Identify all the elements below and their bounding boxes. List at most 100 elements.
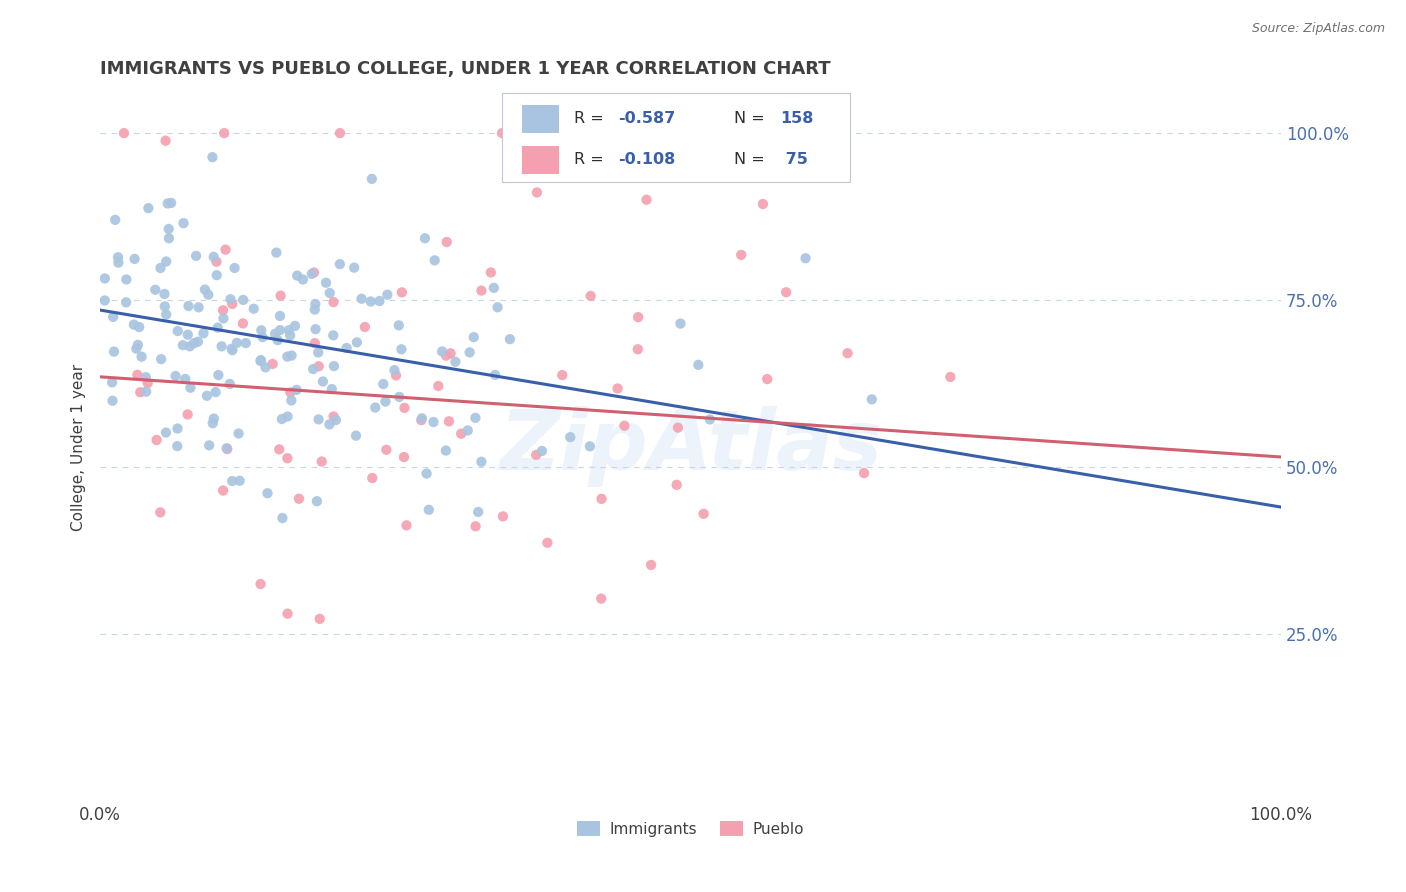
Point: [176, 408, 198, 422]
Point: [411, 413, 433, 427]
Point: [156, 196, 179, 211]
Point: [112, 126, 135, 140]
Point: [184, 249, 207, 263]
Point: [464, 410, 486, 425]
Point: [101, 310, 124, 324]
Point: [692, 507, 714, 521]
Point: [343, 260, 366, 275]
Point: [321, 382, 343, 396]
Text: ZipAtlas: ZipAtlas: [499, 407, 882, 487]
Point: [860, 392, 883, 407]
Point: [304, 336, 326, 351]
Point: [201, 416, 224, 430]
Point: [135, 384, 157, 399]
Point: [794, 251, 817, 265]
Point: [305, 494, 328, 508]
Point: [665, 478, 688, 492]
Point: [205, 268, 228, 282]
Point: [228, 426, 250, 441]
Text: 158: 158: [780, 112, 814, 127]
Point: [360, 294, 382, 309]
Point: [329, 257, 352, 271]
Point: [699, 412, 721, 426]
Point: [422, 415, 444, 429]
Point: [434, 443, 457, 458]
Point: [285, 268, 308, 283]
Point: [322, 295, 344, 310]
Point: [627, 343, 650, 357]
Text: N =: N =: [734, 153, 770, 167]
Point: [179, 381, 201, 395]
Point: [344, 428, 367, 442]
Point: [193, 326, 215, 341]
Text: -0.587: -0.587: [619, 112, 676, 127]
Point: [395, 518, 418, 533]
Point: [153, 299, 176, 313]
Point: [285, 383, 308, 397]
Point: [277, 409, 299, 424]
Point: [269, 309, 291, 323]
Point: [155, 254, 177, 268]
Point: [423, 253, 446, 268]
Point: [308, 612, 330, 626]
Point: [437, 414, 460, 428]
Point: [228, 474, 250, 488]
Point: [579, 439, 602, 453]
Point: [591, 491, 613, 506]
Point: [103, 344, 125, 359]
Point: [640, 558, 662, 572]
Point: [304, 302, 326, 317]
Point: [388, 390, 411, 404]
FancyBboxPatch shape: [502, 93, 851, 182]
Point: [361, 471, 384, 485]
Point: [187, 301, 209, 315]
Point: [264, 326, 287, 341]
Point: [280, 349, 302, 363]
Point: [197, 287, 219, 301]
Point: [837, 346, 859, 360]
Point: [591, 591, 613, 606]
Point: [101, 376, 124, 390]
Point: [252, 330, 274, 344]
Point: [492, 509, 515, 524]
Text: -0.108: -0.108: [619, 153, 676, 167]
Point: [205, 254, 228, 268]
Point: [752, 197, 775, 211]
Point: [249, 354, 271, 368]
Point: [291, 272, 314, 286]
Point: [373, 377, 395, 392]
Point: [329, 126, 352, 140]
Point: [470, 455, 492, 469]
Point: [730, 248, 752, 262]
Point: [280, 385, 302, 400]
Point: [304, 297, 326, 311]
Point: [124, 252, 146, 266]
Point: [122, 318, 145, 332]
Point: [302, 362, 325, 376]
Point: [307, 345, 329, 359]
Point: [457, 424, 479, 438]
Point: [204, 385, 226, 400]
Point: [207, 368, 229, 382]
Point: [413, 231, 436, 245]
Point: [271, 412, 294, 426]
Point: [232, 293, 254, 307]
Point: [411, 411, 433, 425]
Point: [194, 283, 217, 297]
Point: [385, 368, 408, 383]
Point: [276, 451, 298, 466]
Point: [165, 369, 187, 384]
Point: [301, 267, 323, 281]
Point: [524, 448, 547, 462]
Point: [311, 454, 333, 468]
Point: [627, 310, 650, 325]
Point: [560, 430, 582, 444]
Point: [143, 283, 166, 297]
Point: [177, 299, 200, 313]
Text: IMMIGRANTS VS PUEBLO COLLEGE, UNDER 1 YEAR CORRELATION CHART: IMMIGRANTS VS PUEBLO COLLEGE, UNDER 1 YE…: [100, 60, 831, 78]
Point: [439, 346, 461, 360]
Point: [128, 320, 150, 334]
Point: [254, 360, 277, 375]
Point: [551, 368, 574, 383]
Point: [530, 444, 553, 458]
